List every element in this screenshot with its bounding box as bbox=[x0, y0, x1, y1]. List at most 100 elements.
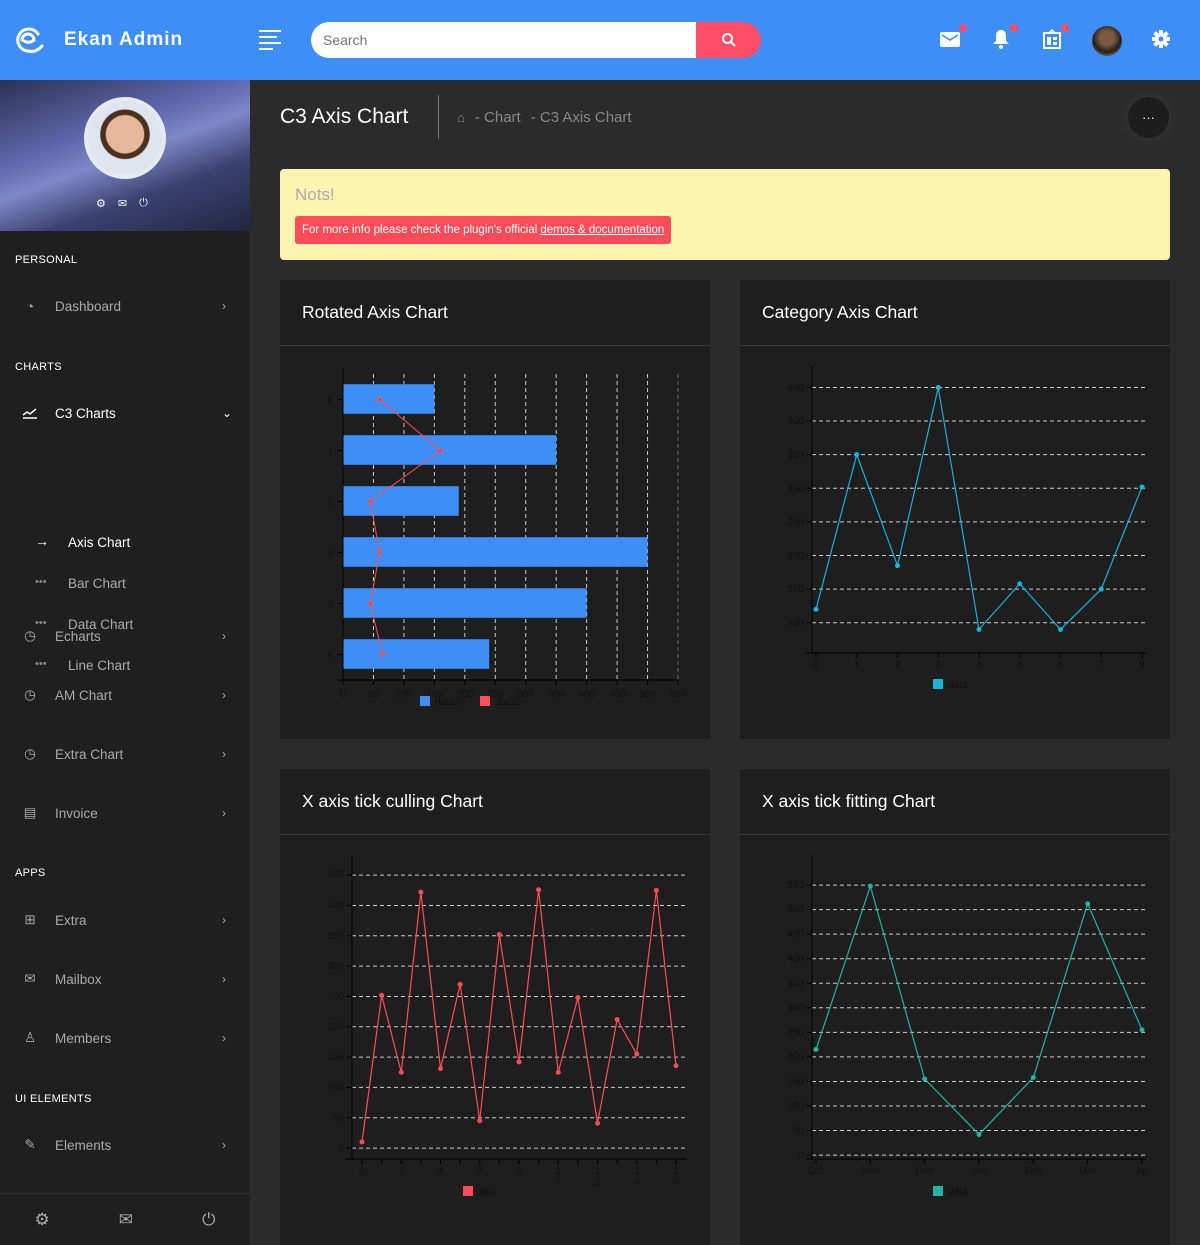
submenu-item-data-chart[interactable]: ••• Data Chart bbox=[0, 613, 250, 639]
sidebar: ⚙ ✉ ⏻ PERSONAL ◔ Dashboard › CHARTS C3 C… bbox=[0, 80, 250, 1245]
search-icon bbox=[721, 33, 736, 47]
arrow-right-icon: → bbox=[35, 533, 49, 549]
svg-text:3: 3 bbox=[935, 660, 941, 671]
profile-power-icon[interactable]: ⏻ bbox=[139, 197, 148, 209]
sidebar-item-label: Echarts bbox=[55, 628, 101, 644]
docs-link[interactable]: demos & documentation bbox=[540, 224, 665, 236]
svg-text:550: 550 bbox=[670, 689, 687, 700]
svg-text:2: 2 bbox=[595, 1177, 601, 1188]
chevron-down-icon: ⌄ bbox=[222, 406, 233, 420]
footer-settings-icon[interactable]: ⚙ bbox=[34, 1209, 50, 1229]
footer-power-icon[interactable]: ⏻ bbox=[202, 1209, 216, 1229]
sidebar-item-elements[interactable]: ✎ Elements › bbox=[0, 1130, 250, 1160]
notice-alert: Nots! For more info please check the plu… bbox=[280, 169, 1170, 260]
svg-text:1: 1 bbox=[854, 660, 860, 671]
svg-text:0: 0 bbox=[555, 1177, 561, 1188]
tick-fitting-chart[interactable]: 0 50 100 150 200 250 300 350 400 450 500 550 Oct Nov D… bbox=[740, 835, 1170, 1245]
tasks-button[interactable] bbox=[1041, 24, 1069, 50]
submenu-label: Axis Chart bbox=[68, 535, 131, 550]
svg-text:50: 50 bbox=[793, 1126, 805, 1137]
section-label-apps: APPS bbox=[15, 867, 46, 879]
section-label-personal: PERSONAL bbox=[15, 254, 78, 266]
home-icon[interactable]: ⌂ bbox=[457, 110, 465, 125]
footer-mail-icon[interactable]: ✉ bbox=[118, 1209, 134, 1229]
profile-mail-icon[interactable]: ✉ bbox=[117, 198, 128, 210]
trending-icon bbox=[22, 405, 38, 421]
svg-text:8: 8 bbox=[1139, 660, 1145, 671]
svg-text:250: 250 bbox=[787, 517, 804, 528]
pie-icon: ◷ bbox=[24, 687, 36, 702]
search-bar bbox=[311, 22, 761, 58]
submenu-item-axis-chart[interactable]: → Axis Chart bbox=[0, 531, 250, 557]
category-axis-chart[interactable]: 100 150 200 250 300 350 400 450 0 1 2 3 4 5 6 7 8 data bbox=[740, 346, 1170, 739]
card-title: X axis tick fitting Chart bbox=[740, 769, 1170, 835]
settings-button[interactable] bbox=[1150, 28, 1172, 50]
sidebar-item-extra[interactable]: ⊞ Extra › bbox=[0, 905, 250, 935]
svg-text:200: 200 bbox=[787, 1052, 804, 1063]
messages-button[interactable] bbox=[939, 24, 967, 50]
sidebar-item-mailbox[interactable]: ✉ Mailbox › bbox=[0, 964, 250, 994]
svg-text:7: 7 bbox=[1098, 660, 1104, 671]
svg-text:450: 450 bbox=[787, 382, 804, 393]
svg-text:0: 0 bbox=[359, 1166, 365, 1177]
search-input[interactable] bbox=[311, 22, 696, 58]
chevron-right-icon: › bbox=[222, 913, 226, 927]
svg-text:0: 0 bbox=[813, 660, 819, 671]
submenu-item-line-chart[interactable]: ••• Line Chart bbox=[0, 654, 250, 680]
mail-icon: ✉ bbox=[24, 971, 36, 986]
profile-settings-icon[interactable]: ⚙ bbox=[96, 198, 106, 210]
svg-text:Ap: Ap bbox=[1136, 1166, 1149, 1177]
svg-text:4: 4 bbox=[327, 600, 333, 611]
section-label-ui-elements: UI ELEMENTS bbox=[15, 1093, 92, 1105]
svg-text:6: 6 bbox=[673, 1177, 679, 1188]
svg-text:2: 2 bbox=[398, 1166, 404, 1177]
chevron-right-icon: › bbox=[222, 806, 226, 820]
svg-text:350: 350 bbox=[787, 978, 804, 989]
card-tick-fitting-chart: X axis tick fitting Chart 0 50 100 150 200 25… bbox=[740, 769, 1170, 1245]
svg-text:200: 200 bbox=[327, 1022, 344, 1033]
sidebar-item-extra-chart[interactable]: ◷ Extra Chart › bbox=[0, 739, 250, 769]
bell-icon bbox=[993, 30, 1009, 49]
user-icon: ♙ bbox=[23, 1030, 37, 1045]
title-divider bbox=[438, 95, 439, 139]
search-button[interactable] bbox=[696, 22, 761, 58]
user-avatar[interactable] bbox=[1092, 26, 1122, 56]
sidebar-item-label: Extra Chart bbox=[55, 746, 124, 762]
svg-text:1: 1 bbox=[327, 447, 333, 458]
sidebar-item-invoice[interactable]: ▤ Invoice › bbox=[0, 798, 250, 828]
menu-toggle-button[interactable] bbox=[259, 30, 281, 50]
sidebar-item-dashboard[interactable]: ◔ Dashboard › bbox=[0, 291, 250, 321]
svg-text:550: 550 bbox=[787, 880, 804, 891]
svg-text:6: 6 bbox=[1058, 660, 1064, 671]
breadcrumb-chart[interactable]: - Chart bbox=[474, 109, 521, 126]
notification-dot bbox=[1061, 24, 1069, 32]
svg-text:150: 150 bbox=[787, 1076, 804, 1087]
svg-text:450: 450 bbox=[327, 870, 344, 881]
svg-text:0: 0 bbox=[340, 689, 346, 700]
svg-text:250: 250 bbox=[787, 1027, 804, 1038]
svg-text:400: 400 bbox=[327, 900, 344, 911]
sidebar-item-members[interactable]: ♙ Members › bbox=[0, 1023, 250, 1053]
logo[interactable]: Ekan Admin bbox=[14, 26, 183, 54]
svg-text:50: 50 bbox=[368, 689, 380, 700]
svg-text:1: 1 bbox=[555, 1166, 561, 1177]
svg-text:400: 400 bbox=[578, 689, 595, 700]
svg-text:Mar: Mar bbox=[1079, 1166, 1097, 1177]
submenu-item-bar-chart[interactable]: ••• Bar Chart bbox=[0, 572, 250, 598]
sidebar-item-am-chart[interactable]: ◷ AM Chart › bbox=[0, 680, 250, 710]
main-content: C3 Axis Chart ⌂ - Chart - C3 Axis Chart … bbox=[250, 80, 1200, 1245]
svg-text:5: 5 bbox=[1017, 660, 1023, 671]
sidebar-item-label: Elements bbox=[55, 1137, 112, 1153]
svg-text:Jan: Jan bbox=[971, 1166, 987, 1177]
more-options-button[interactable]: ··· bbox=[1128, 97, 1169, 138]
dashboard-board-icon bbox=[1043, 29, 1061, 49]
breadcrumb: ⌂ - Chart - C3 Axis Chart bbox=[457, 109, 632, 126]
sidebar-item-echarts[interactable]: ◷ Echarts › bbox=[0, 621, 250, 651]
svg-text:2: 2 bbox=[895, 660, 901, 671]
profile-avatar[interactable] bbox=[84, 97, 166, 179]
svg-text:Oct: Oct bbox=[808, 1166, 824, 1177]
notifications-button[interactable] bbox=[990, 24, 1018, 50]
sidebar-item-c3-charts[interactable]: C3 Charts ⌄ bbox=[0, 398, 250, 428]
